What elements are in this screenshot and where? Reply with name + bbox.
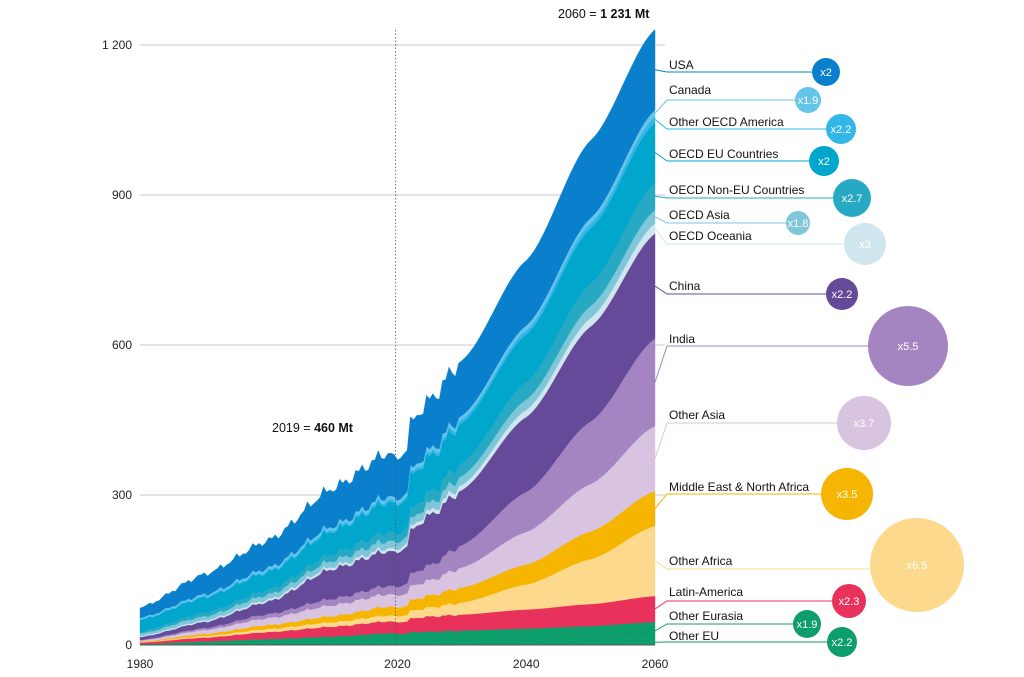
multiplier-bubble-canada [795, 87, 821, 113]
y-tick-label: 900 [112, 188, 132, 202]
annotation-2019-value: 460 Mt [314, 421, 354, 435]
multiplier-bubble-middle-east-north-africa [821, 468, 873, 520]
multiplier-bubble-oecd-non-eu-countries [833, 179, 871, 217]
leader-line-canada [654, 99, 795, 114]
label-middle-east-north-africa: Middle East & North Africa [669, 480, 809, 494]
leader-line-india [654, 345, 868, 383]
label-other-oecd-america: Other OECD America [669, 115, 784, 129]
leader-line-other-eurasia [654, 623, 793, 632]
region-labels: Other EU x2.2 Other Eurasia x1.9 Latin-Ameri… [654, 58, 964, 657]
multiplier-bubble-other-oecd-america [826, 114, 856, 144]
label-usa: USA [669, 58, 694, 72]
area-usa [139, 29, 656, 619]
multiplier-bubble-latin-america [832, 584, 866, 618]
label-other-eurasia: Other Eurasia [669, 609, 743, 623]
annotation-2060-prefix: 2060 = [558, 7, 600, 21]
annotation-2060-value: 1 231 Mt [600, 7, 650, 21]
multiplier-bubble-oecd-eu-countries [809, 146, 839, 176]
multiplier-bubble-other-asia [837, 396, 891, 450]
multiplier-label-other-eurasia: x1.9 [797, 619, 818, 631]
multiplier-label-canada: x1.9 [798, 95, 819, 107]
label-oecd-asia: OECD Asia [669, 208, 730, 222]
multiplier-label-other-africa: x6.5 [907, 560, 928, 572]
leader-line-other-asia [654, 422, 837, 459]
multiplier-bubble-china [826, 278, 858, 310]
leader-line-oecd-oceania [654, 228, 844, 245]
multiplier-label-oecd-eu-countries: x2 [818, 156, 830, 168]
leader-line-oecd-asia [654, 216, 786, 224]
leader-line-other-africa [654, 560, 870, 570]
label-oecd-oceania: OECD Oceania [669, 229, 752, 243]
multiplier-label-oecd-non-eu-countries: x2.7 [842, 193, 863, 205]
x-tick-label: 2060 [642, 657, 669, 671]
multiplier-bubble-other-africa [870, 518, 964, 612]
label-other-eu: Other EU [669, 629, 719, 643]
label-china: China [669, 279, 701, 293]
label-other-africa: Other Africa [669, 554, 733, 568]
y-tick-label: 0 [125, 638, 132, 652]
multiplier-label-latin-america: x2.3 [839, 596, 860, 608]
area-series-group [139, 29, 656, 646]
y-tick-label: 300 [112, 488, 132, 502]
label-india: India [669, 332, 695, 346]
x-tick-label: 1980 [127, 657, 154, 671]
multiplier-label-oecd-oceania: x3 [859, 239, 871, 251]
multiplier-bubble-other-eu [827, 627, 857, 657]
leader-line-oecd-eu-countries [654, 152, 809, 162]
multiplier-label-oecd-asia: x1.8 [788, 218, 809, 230]
y-axis: 0 300 600 900 1 200 [102, 38, 132, 652]
annotations: 2019 = 460 Mt 2060 = 1 231 Mt [272, 7, 650, 435]
multiplier-label-other-asia: x3.7 [854, 418, 875, 430]
multiplier-bubble-oecd-oceania [844, 223, 886, 265]
y-tick-label: 600 [112, 338, 132, 352]
label-oecd-non-eu-countries: OECD Non-EU Countries [669, 183, 804, 197]
x-tick-label: 2040 [513, 657, 540, 671]
label-oecd-eu-countries: OECD EU Countries [669, 147, 778, 161]
annotation-2019-prefix: 2019 = [272, 421, 314, 435]
leader-line-middle-east-north-africa [654, 493, 821, 509]
multiplier-label-india: x5.5 [898, 341, 919, 353]
label-canada: Canada [669, 83, 711, 97]
multiplier-bubble-usa [812, 58, 840, 86]
y-tick-label: 1 200 [102, 38, 132, 52]
x-tick-label: 2020 [384, 657, 411, 671]
leader-line-other-oecd-america [654, 119, 826, 130]
multiplier-label-usa: x2 [820, 67, 832, 79]
leader-line-oecd-non-eu-countries [654, 195, 833, 199]
multiplier-label-other-oecd-america: x2.2 [831, 124, 852, 136]
leader-line-china [654, 285, 826, 295]
label-latin-america: Latin-America [669, 585, 743, 599]
x-axis: 1980 2020 2040 2060 [127, 644, 669, 671]
multiplier-label-other-eu: x2.2 [832, 637, 853, 649]
label-other-asia: Other Asia [669, 408, 725, 422]
annotation-2060: 2060 = 1 231 Mt [558, 7, 650, 21]
leader-line-latin-america [654, 600, 832, 610]
multiplier-label-middle-east-north-africa: x3.5 [837, 489, 858, 501]
leader-line-usa [654, 69, 812, 73]
multiplier-bubble-india [868, 306, 948, 386]
multiplier-label-china: x2.2 [832, 289, 853, 301]
multiplier-bubble-other-eurasia [793, 610, 821, 638]
annotation-2019: 2019 = 460 Mt [272, 421, 354, 435]
multiplier-bubble-oecd-asia [786, 211, 810, 235]
